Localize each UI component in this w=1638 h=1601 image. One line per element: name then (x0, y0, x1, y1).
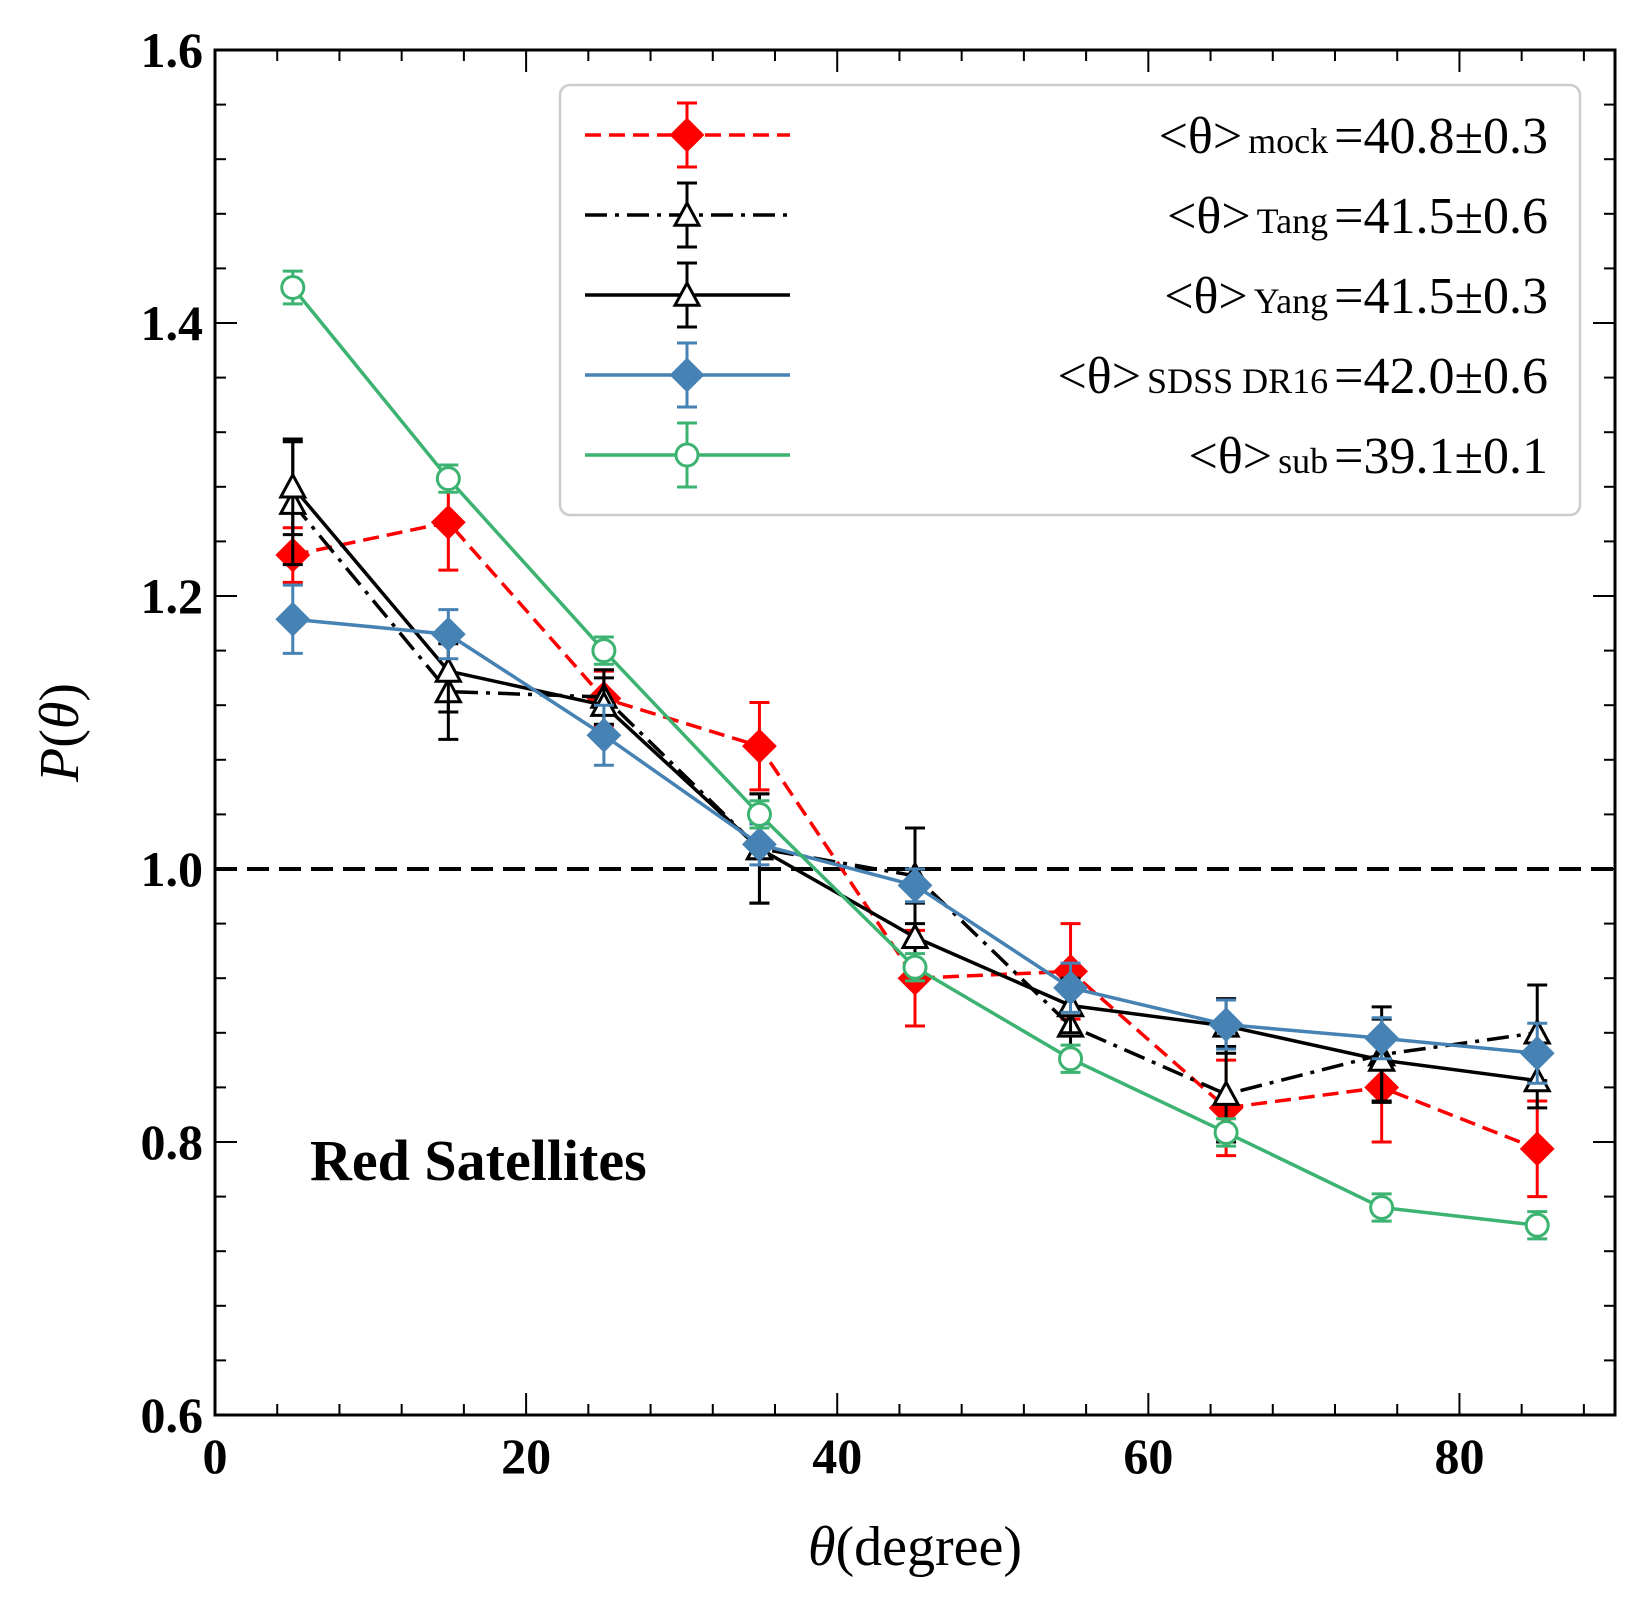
data-point (430, 616, 466, 652)
legend-marker (672, 279, 702, 307)
data-point (1208, 1007, 1244, 1043)
data-point (902, 954, 928, 980)
x-tick-label: 60 (1123, 1428, 1173, 1484)
data-point (586, 717, 622, 753)
data-point (746, 801, 772, 827)
data-point (900, 922, 930, 949)
data-point (1053, 970, 1088, 1006)
legend-label: <θ> mock =40.8±0.3 (1159, 108, 1548, 165)
data-point (280, 275, 306, 301)
data-point (1524, 1212, 1550, 1238)
annotation-red-satellites: Red Satellites (310, 1128, 647, 1193)
data-point (430, 504, 466, 540)
data-point (278, 471, 308, 499)
data-point (1364, 1020, 1400, 1056)
y-axis-label: P(θ) (29, 683, 91, 783)
y-tick-label: 0.6 (141, 1387, 204, 1443)
series-sdss-dr16 (275, 583, 1555, 1085)
data-point (1369, 1195, 1395, 1221)
data-point (1213, 1119, 1239, 1145)
data-point (591, 638, 617, 664)
series-layer (275, 269, 1555, 1241)
data-point (1519, 1035, 1555, 1071)
legend-label: <θ> SDSS DR16 =42.0±0.6 (1057, 348, 1548, 405)
y-tick-label: 1.6 (141, 22, 204, 78)
legend-label: <θ> Yang =41.5±0.3 (1164, 268, 1548, 325)
y-tick-label: 1.4 (141, 295, 204, 351)
data-point (742, 827, 777, 862)
data-point (275, 601, 311, 637)
data-point (1211, 1079, 1241, 1106)
legend-marker (672, 199, 702, 227)
x-tick-label: 80 (1434, 1428, 1484, 1484)
legend-marker (669, 357, 705, 393)
x-tick-label: 20 (501, 1428, 551, 1484)
x-tick-label: 0 (203, 1428, 228, 1484)
data-point (897, 867, 933, 903)
x-axis-label: θ(degree) (808, 1516, 1022, 1578)
y-tick-label: 1.0 (141, 841, 204, 897)
data-point (742, 728, 777, 764)
data-point (433, 655, 463, 683)
y-tick-label: 1.2 (141, 568, 204, 624)
data-point (1058, 1046, 1084, 1072)
legend-marker (674, 442, 700, 468)
legend-label: <θ> Tang =41.5±0.6 (1167, 188, 1548, 245)
x-tick-label: 40 (812, 1428, 862, 1484)
tick-labels: 0 20 40 60 80 0.6 0.8 1.0 1.2 1.4 1.6 (141, 22, 1485, 1484)
series-line (292, 520, 1538, 1151)
legend: <θ> mock =40.8±0.3 <θ> Tang =41.5±0.6 <θ> Yang =… (558, 83, 1582, 517)
plot-frame (213, 48, 1617, 1417)
legend-marker (669, 117, 705, 153)
data-point (435, 466, 461, 492)
data-point (1519, 1131, 1555, 1167)
legend-label: <θ> sub =39.1±0.1 (1189, 428, 1548, 485)
legend-box (558, 83, 1582, 517)
y-tick-label: 0.8 (141, 1114, 204, 1170)
series-sub (280, 269, 1550, 1241)
